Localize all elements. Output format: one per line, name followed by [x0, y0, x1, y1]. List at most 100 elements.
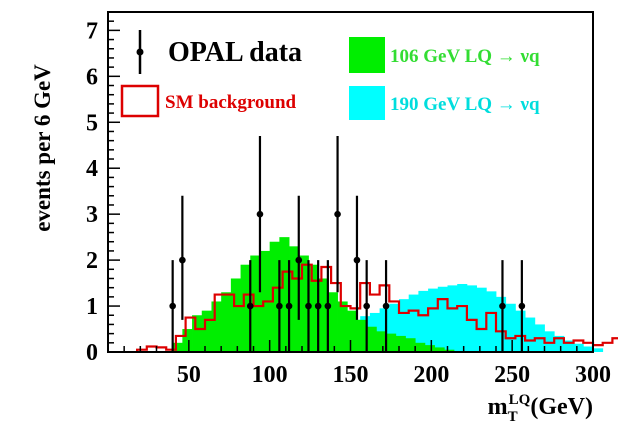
data-point [334, 136, 341, 293]
x-axis-title-main: m [488, 394, 508, 420]
legend: OPAL data SM background 106 GeV LQ → νq … [120, 30, 540, 120]
lq106-histogram [172, 237, 455, 352]
x-tick-label: 100 [252, 362, 288, 388]
legend-lq106-swatch [349, 37, 385, 73]
lq106-bin [269, 241, 280, 352]
data-point [363, 260, 370, 352]
data-point [518, 260, 526, 352]
lq106-bin [356, 319, 368, 352]
data-point [499, 260, 506, 352]
lq190-bin [457, 284, 468, 352]
lq106-bin [395, 335, 406, 352]
lq106-bin [172, 342, 183, 352]
lq190-bin [379, 308, 390, 352]
lq190-bin [447, 285, 458, 352]
y-tick-label: 5 [86, 110, 98, 136]
data-point [353, 195, 361, 320]
data-marker [324, 302, 332, 310]
data-marker [169, 302, 176, 310]
lq190-bin [515, 310, 526, 352]
y-axis-title: events per 6 GeV [30, 64, 55, 232]
data-marker [285, 302, 293, 310]
opal-data-points [169, 136, 526, 352]
lq106-bin [318, 278, 329, 352]
data-point [276, 260, 283, 352]
lq106-bin [192, 315, 203, 352]
data-marker [334, 210, 341, 218]
data-marker [363, 302, 370, 310]
x-tick-label: 200 [413, 362, 449, 388]
lq190-bin [476, 287, 487, 352]
lq190-bin [466, 285, 477, 352]
y-tick-label: 0 [86, 340, 98, 366]
lq106-bin [182, 329, 193, 352]
data-marker [382, 302, 390, 310]
lq106-bin [376, 331, 387, 352]
legend-sm-label: SM background [165, 92, 297, 113]
lq106-bin [405, 338, 416, 352]
data-marker [314, 302, 322, 310]
lq106-bin [366, 326, 377, 352]
lq190-bin [554, 335, 565, 352]
lq190-bin [408, 294, 419, 352]
lq106-bin [289, 246, 300, 352]
legend-sm-swatch [120, 84, 160, 118]
data-marker [276, 302, 283, 310]
lq190-bin [563, 340, 574, 352]
lq106-bin [230, 278, 241, 352]
data-point [295, 195, 303, 320]
lq190-bin [486, 291, 497, 352]
lq190-bin [389, 303, 400, 352]
data-marker [518, 302, 526, 310]
x-axis-title-sup: LQ [509, 392, 531, 408]
lq190-bin [399, 299, 410, 352]
legend-lq106-label: 106 GeV LQ → νq [390, 46, 540, 67]
lq106-bin [279, 237, 290, 352]
data-marker [256, 210, 264, 218]
y-tick-label: 6 [86, 64, 98, 90]
data-marker [246, 302, 254, 310]
y-tick-label: 7 [86, 18, 98, 44]
lq106-bin [201, 310, 212, 352]
data-marker [295, 256, 303, 264]
lq190-bin [496, 296, 507, 352]
lq106-bin [240, 264, 251, 352]
lq106-bin [211, 301, 222, 352]
data-marker [353, 256, 361, 264]
y-tick-label: 3 [86, 202, 98, 228]
legend-lq190-swatch [349, 86, 385, 120]
lq106-bin [444, 349, 455, 352]
lq190-bin [593, 348, 604, 352]
x-axis-title: mTLQ(GeV) [488, 392, 593, 425]
y-tick-label: 1 [86, 294, 98, 320]
lq190-bin [418, 290, 429, 352]
sm-background-outline [136, 263, 618, 352]
lq106-bin [327, 292, 338, 352]
data-point [305, 260, 312, 352]
x-tick-label: 150 [333, 362, 369, 388]
lq106-bin [347, 310, 358, 352]
y-tick-label: 2 [86, 248, 98, 274]
legend-lq190-label: 190 GeV LQ → νq [390, 94, 540, 115]
data-point [382, 260, 390, 352]
lq106-bin [308, 264, 319, 352]
y-tick-label: 4 [86, 156, 98, 182]
data-marker [179, 256, 186, 264]
lq106-bin [434, 347, 445, 352]
sm-background-histogram [136, 263, 618, 352]
data-point [314, 260, 322, 352]
lq106-bin [250, 255, 261, 352]
lq190-bin [573, 343, 584, 352]
lq190-bin [583, 346, 594, 352]
x-tick-label: 300 [575, 362, 611, 388]
x-tick-label: 50 [177, 362, 201, 388]
lq106-bin [337, 301, 348, 352]
data-point [246, 260, 254, 352]
x-axis-title-sub: T [508, 409, 518, 425]
data-point [324, 260, 332, 352]
legend-data-marker [136, 30, 144, 74]
lq106-bin [415, 342, 426, 352]
data-marker [499, 302, 506, 310]
